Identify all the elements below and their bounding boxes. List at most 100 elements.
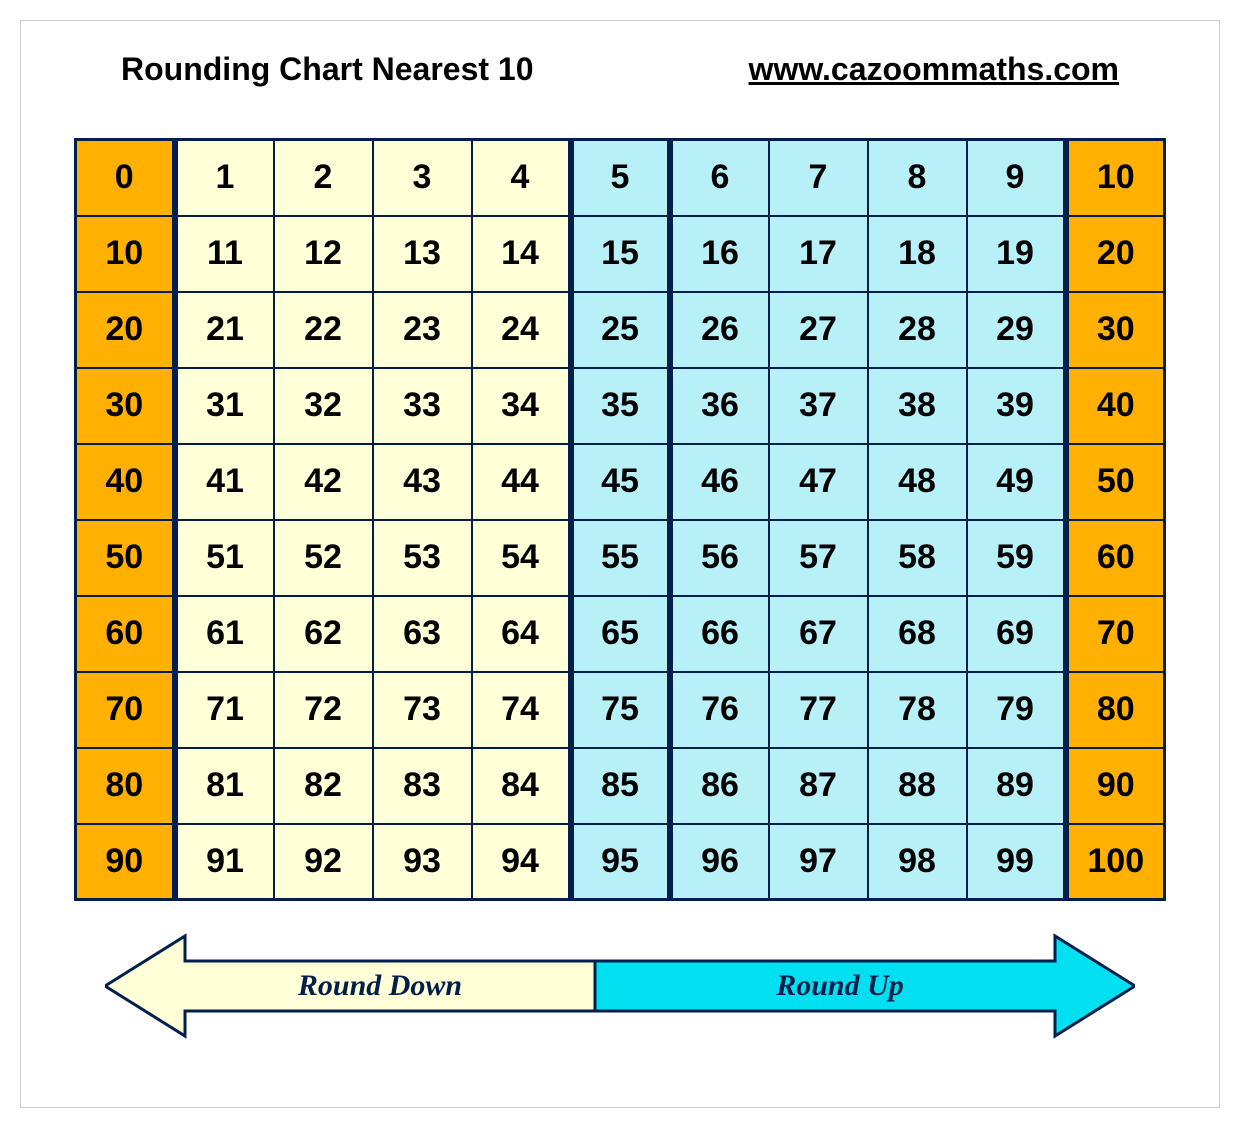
table-cell: 93	[373, 824, 472, 900]
table-cell: 89	[967, 748, 1066, 824]
table-cell: 2	[274, 140, 373, 216]
round-up-label: Round Up	[570, 969, 1110, 1003]
table-cell: 60	[76, 596, 175, 672]
table-cell: 4	[472, 140, 571, 216]
table-cell: 8	[868, 140, 967, 216]
table-cell: 81	[175, 748, 274, 824]
table-cell: 62	[274, 596, 373, 672]
table-cell: 50	[1066, 444, 1165, 520]
table-cell: 79	[967, 672, 1066, 748]
round-down-arrow: Round Down	[105, 931, 595, 1041]
table-cell: 32	[274, 368, 373, 444]
table-cell: 46	[670, 444, 769, 520]
table-cell: 65	[571, 596, 670, 672]
table-row: 2021222324252627282930	[76, 292, 1165, 368]
table-cell: 23	[373, 292, 472, 368]
table-cell: 49	[967, 444, 1066, 520]
table-cell: 77	[769, 672, 868, 748]
table-cell: 86	[670, 748, 769, 824]
table-cell: 80	[1066, 672, 1165, 748]
table-cell: 69	[967, 596, 1066, 672]
table-cell: 14	[472, 216, 571, 292]
table-cell: 92	[274, 824, 373, 900]
table-cell: 78	[868, 672, 967, 748]
rounding-table: 0123456789101011121314151617181920202122…	[74, 138, 1166, 901]
table-cell: 45	[571, 444, 670, 520]
table-cell: 53	[373, 520, 472, 596]
table-cell: 63	[373, 596, 472, 672]
website-url: www.cazoommaths.com	[749, 51, 1119, 88]
table-cell: 56	[670, 520, 769, 596]
table-cell: 57	[769, 520, 868, 596]
table-cell: 60	[1066, 520, 1165, 596]
table-cell: 52	[274, 520, 373, 596]
table-cell: 100	[1066, 824, 1165, 900]
table-cell: 59	[967, 520, 1066, 596]
table-cell: 20	[1066, 216, 1165, 292]
table-cell: 90	[1066, 748, 1165, 824]
header: Rounding Chart Nearest 10 www.cazoommath…	[71, 51, 1169, 88]
chart-title: Rounding Chart Nearest 10	[121, 51, 534, 88]
table-cell: 91	[175, 824, 274, 900]
table-cell: 58	[868, 520, 967, 596]
table-cell: 83	[373, 748, 472, 824]
table-cell: 75	[571, 672, 670, 748]
table-cell: 88	[868, 748, 967, 824]
table-cell: 98	[868, 824, 967, 900]
table-cell: 3	[373, 140, 472, 216]
table-cell: 94	[472, 824, 571, 900]
table-cell: 13	[373, 216, 472, 292]
table-cell: 9	[967, 140, 1066, 216]
table-cell: 48	[868, 444, 967, 520]
table-row: 3031323334353637383940	[76, 368, 1165, 444]
table-cell: 12	[274, 216, 373, 292]
table-cell: 54	[472, 520, 571, 596]
table-cell: 80	[76, 748, 175, 824]
table-cell: 15	[571, 216, 670, 292]
table-cell: 99	[967, 824, 1066, 900]
table-cell: 30	[76, 368, 175, 444]
table-cell: 74	[472, 672, 571, 748]
table-cell: 37	[769, 368, 868, 444]
table-cell: 26	[670, 292, 769, 368]
table-row: 8081828384858687888990	[76, 748, 1165, 824]
table-cell: 61	[175, 596, 274, 672]
table-cell: 21	[175, 292, 274, 368]
table-cell: 7	[769, 140, 868, 216]
table-cell: 47	[769, 444, 868, 520]
table-cell: 50	[76, 520, 175, 596]
table-cell: 34	[472, 368, 571, 444]
table-cell: 73	[373, 672, 472, 748]
table-row: 4041424344454647484950	[76, 444, 1165, 520]
table-cell: 31	[175, 368, 274, 444]
table-cell: 96	[670, 824, 769, 900]
table-cell: 84	[472, 748, 571, 824]
table-cell: 95	[571, 824, 670, 900]
table-cell: 1	[175, 140, 274, 216]
table-cell: 16	[670, 216, 769, 292]
table-cell: 22	[274, 292, 373, 368]
table-cell: 71	[175, 672, 274, 748]
table-row: 90919293949596979899100	[76, 824, 1165, 900]
table-cell: 66	[670, 596, 769, 672]
table-cell: 85	[571, 748, 670, 824]
table-cell: 72	[274, 672, 373, 748]
table-cell: 33	[373, 368, 472, 444]
table-cell: 0	[76, 140, 175, 216]
table-cell: 38	[868, 368, 967, 444]
table-cell: 17	[769, 216, 868, 292]
table-cell: 36	[670, 368, 769, 444]
table-cell: 19	[967, 216, 1066, 292]
table-cell: 10	[76, 216, 175, 292]
table-cell: 20	[76, 292, 175, 368]
table-cell: 70	[1066, 596, 1165, 672]
table-cell: 55	[571, 520, 670, 596]
table-cell: 64	[472, 596, 571, 672]
table-cell: 28	[868, 292, 967, 368]
table-cell: 18	[868, 216, 967, 292]
table-row: 1011121314151617181920	[76, 216, 1165, 292]
round-up-arrow: Round Up	[595, 931, 1135, 1041]
table-cell: 6	[670, 140, 769, 216]
round-down-label: Round Down	[135, 969, 625, 1003]
table-cell: 24	[472, 292, 571, 368]
